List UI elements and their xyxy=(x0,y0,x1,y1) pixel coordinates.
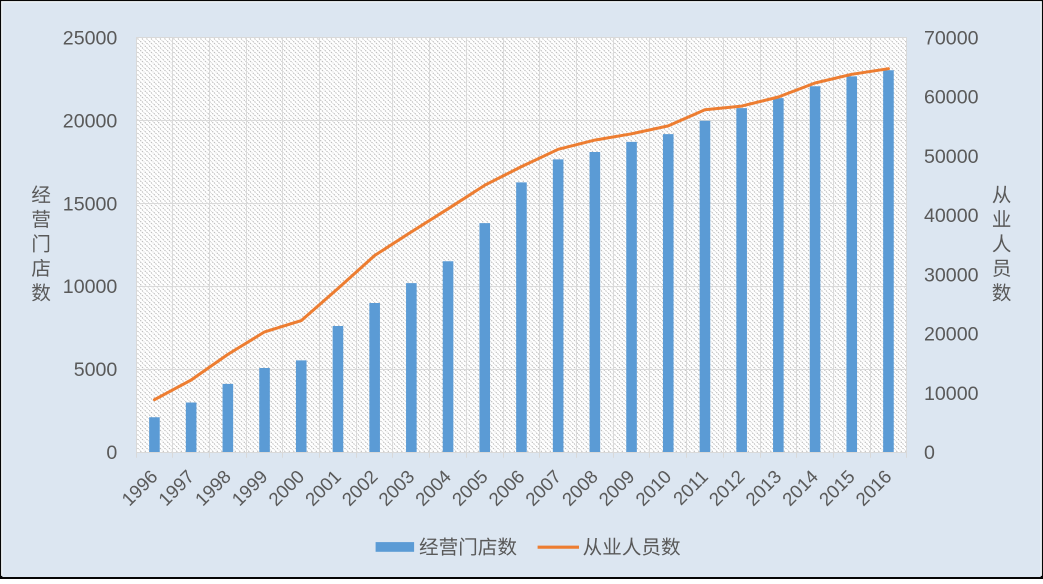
svg-text:70000: 70000 xyxy=(924,28,979,50)
svg-text:10000: 10000 xyxy=(63,276,118,298)
svg-text:20000: 20000 xyxy=(63,110,118,132)
svg-text:0: 0 xyxy=(924,442,935,464)
svg-text:0: 0 xyxy=(106,442,117,464)
svg-text:15000: 15000 xyxy=(63,193,118,215)
svg-text:50000: 50000 xyxy=(924,146,979,168)
svg-text:10000: 10000 xyxy=(924,383,979,405)
svg-text:60000: 60000 xyxy=(924,87,979,109)
svg-text:5000: 5000 xyxy=(74,359,118,381)
svg-text:40000: 40000 xyxy=(924,205,979,227)
svg-text:30000: 30000 xyxy=(924,264,979,286)
svg-text:20000: 20000 xyxy=(924,324,979,346)
svg-text:25000: 25000 xyxy=(63,28,118,50)
